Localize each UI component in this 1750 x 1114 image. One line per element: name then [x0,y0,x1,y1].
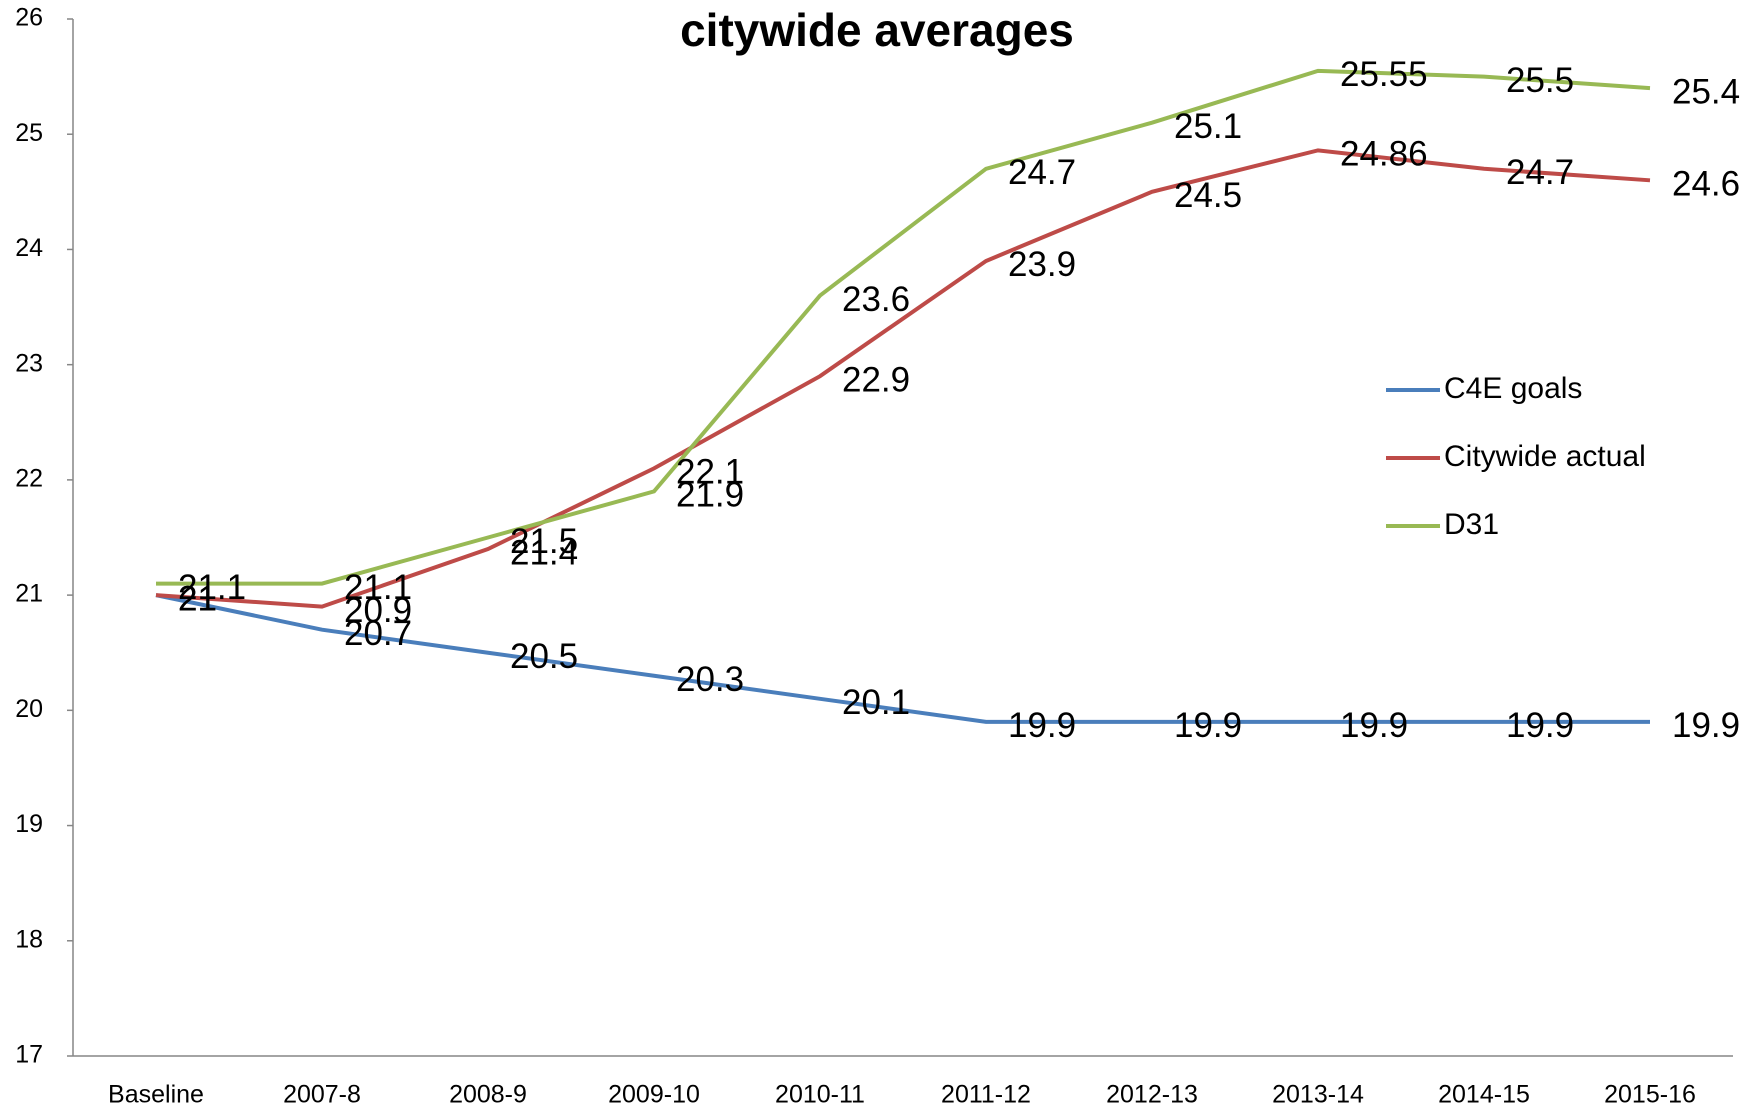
x-tick-label: 2008-9 [449,1081,527,1109]
data-label: 22.1 [676,453,744,492]
data-label: 20.3 [676,660,744,699]
x-tick-label: 2011-12 [941,1081,1031,1109]
legend-label: D31 [1444,508,1499,541]
chart-title: citywide averages [680,4,1074,56]
x-tick-label: 2010-11 [775,1081,865,1109]
data-label: 23.6 [842,280,910,319]
x-tick-label: Baseline [108,1081,204,1109]
data-label: 20.9 [344,591,412,630]
data-label: 19.9 [1340,706,1408,745]
data-label: 19.9 [1008,706,1076,745]
x-tick-label: 2007-8 [283,1081,361,1109]
data-label: 19.9 [1174,706,1242,745]
y-tick-label: 20 [15,695,43,723]
legend-label: C4E goals [1444,372,1582,405]
y-tick-label: 17 [15,1041,43,1069]
data-label: 21.1 [178,568,246,607]
x-tick-label: 2014-15 [1438,1081,1530,1109]
data-label: 21.5 [510,522,578,561]
x-tick-label: 2009-10 [608,1081,700,1109]
data-label: 19.9 [1672,706,1740,745]
data-label: 21 [178,579,217,618]
y-tick-label: 22 [15,464,43,492]
legend-label: Citywide actual [1444,440,1646,473]
data-label: 20.1 [842,683,910,722]
y-tick-label: 24 [15,234,43,262]
data-label: 24.7 [1506,153,1574,192]
series-line [155,148,1651,609]
data-label: 21.9 [676,476,744,515]
data-label: 23.9 [1008,245,1076,284]
data-label: 19.9 [1506,706,1574,745]
data-label: 24.7 [1008,153,1076,192]
data-label: 25.1 [1174,107,1242,146]
data-label: 21 [178,579,217,618]
y-tick-label: 25 [15,119,43,147]
data-label: 21.4 [510,533,578,572]
data-label: 21.1 [344,568,412,607]
data-label: 24.86 [1340,135,1428,174]
data-label: 20.7 [344,614,412,653]
y-tick-label: 26 [15,4,43,32]
series-line [155,593,1650,724]
y-tick-label: 19 [15,810,43,838]
y-tick-label: 21 [15,580,43,608]
data-label: 25.4 [1672,72,1740,111]
data-label: 24.6 [1672,165,1740,204]
y-tick-label: 23 [15,349,43,377]
data-label: 20.5 [510,637,578,676]
data-label: 25.5 [1506,61,1574,100]
x-tick-label: 2012-13 [1106,1081,1198,1109]
x-tick-label: 2013-14 [1272,1081,1364,1109]
data-label: 22.9 [842,360,910,399]
data-label: 25.55 [1340,55,1428,94]
y-tick-label: 18 [15,925,43,953]
series-line [156,68,1651,586]
data-label: 24.5 [1174,176,1242,215]
x-tick-label: 2015-16 [1604,1081,1696,1109]
